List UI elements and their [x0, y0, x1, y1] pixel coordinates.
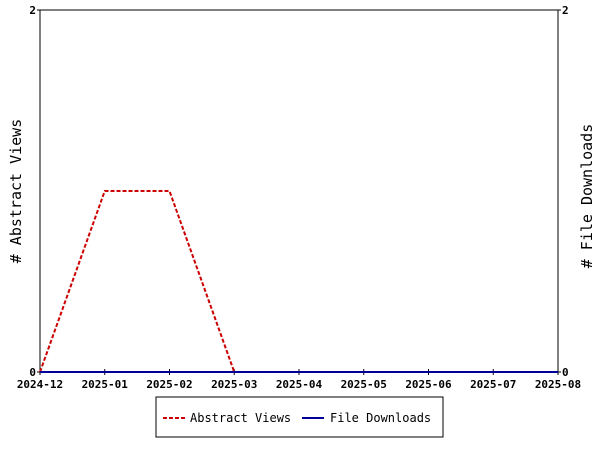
- y-right-axis-title: # File Downloads: [578, 124, 596, 269]
- y-right-tick-label-2: 2: [562, 4, 569, 17]
- legend-label-file-downloads: File Downloads: [330, 411, 431, 425]
- y-right-tick-label-0: 0: [562, 366, 569, 379]
- x-tick-label-2025-06: 2025-06: [405, 378, 452, 391]
- x-tick-label-2025-05: 2025-05: [341, 378, 387, 391]
- ticks-layer: 2024-12 2025-01 2025-02 2025-03 2025-04 2025-…: [17, 4, 581, 391]
- x-tick-label-2025-03: 2025-03: [211, 378, 257, 391]
- legend-box: [155, 396, 444, 438]
- x-tick-label-2025-02: 2025-02: [146, 378, 192, 391]
- series-layer: [39, 190, 558, 373]
- y-left-tick-label-2: 2: [29, 4, 36, 17]
- x-tick-label-2024-12: 2024-12: [17, 378, 63, 391]
- x-tick-label-2025-01: 2025-01: [82, 378, 129, 391]
- x-tick-label-2025-08: 2025-08: [535, 378, 581, 391]
- y-left-axis-title: # Abstract Views: [7, 119, 25, 264]
- legend-label-abstract-views: Abstract Views: [190, 411, 291, 425]
- x-tick-label-2025-04: 2025-04: [276, 378, 323, 391]
- x-tick-label-2025-07: 2025-07: [470, 378, 516, 391]
- y-left-tick-label-0: 0: [29, 366, 36, 379]
- legend: Abstract Views File Downloads: [155, 396, 444, 438]
